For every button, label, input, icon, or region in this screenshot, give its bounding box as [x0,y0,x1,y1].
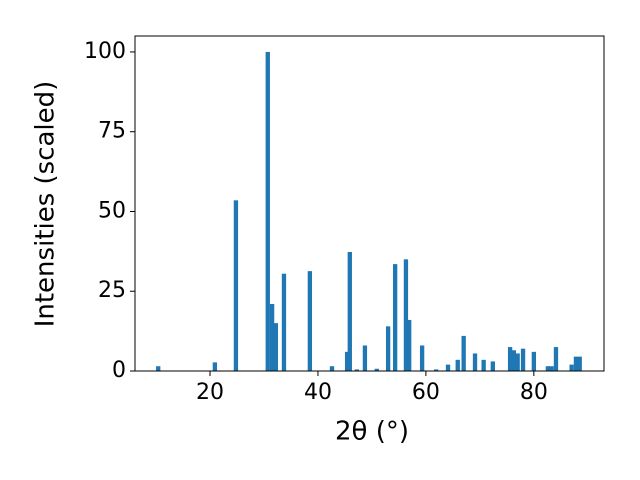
bar [520,348,526,371]
bar [511,350,517,371]
bar [545,366,551,371]
bar [156,366,161,371]
bar [354,369,359,371]
bar [549,366,554,371]
bar [490,361,495,371]
bar [577,356,582,371]
bar [419,345,425,371]
bar [362,345,368,371]
bar [385,326,391,371]
bar [281,273,287,371]
bar [553,347,559,371]
bar [507,347,513,371]
plot-frame [134,35,605,372]
y-tick-label: 100 [84,39,126,64]
bar [344,351,350,371]
bar [212,362,218,371]
x-axis-label: 2θ (°) [335,417,409,447]
x-tick-label: 60 [412,380,440,405]
bar [273,323,279,371]
y-tick-label: 0 [112,358,126,383]
bar [307,271,313,371]
bar [374,368,379,371]
y-tick-label: 50 [98,198,126,223]
bar [269,304,275,371]
bar [445,364,451,371]
y-axis-label: Intensities (scaled) [31,81,61,328]
bar [392,264,398,371]
bar [347,251,352,371]
x-tick-label: 80 [520,380,548,405]
bar [573,356,579,371]
x-tick-label: 40 [304,380,332,405]
bar [481,359,486,371]
bar [407,319,412,371]
bar [403,259,409,371]
bar [433,369,439,371]
bar [531,351,536,371]
y-tick-label: 25 [98,278,126,303]
bar [329,366,335,371]
bar [472,353,478,371]
bar [455,359,460,371]
bar [515,353,520,371]
bar [233,200,239,371]
y-tick-label: 75 [98,119,126,144]
bar [569,364,574,371]
bar [461,335,466,371]
bar [265,51,270,371]
x-tick-label: 20 [196,380,224,405]
